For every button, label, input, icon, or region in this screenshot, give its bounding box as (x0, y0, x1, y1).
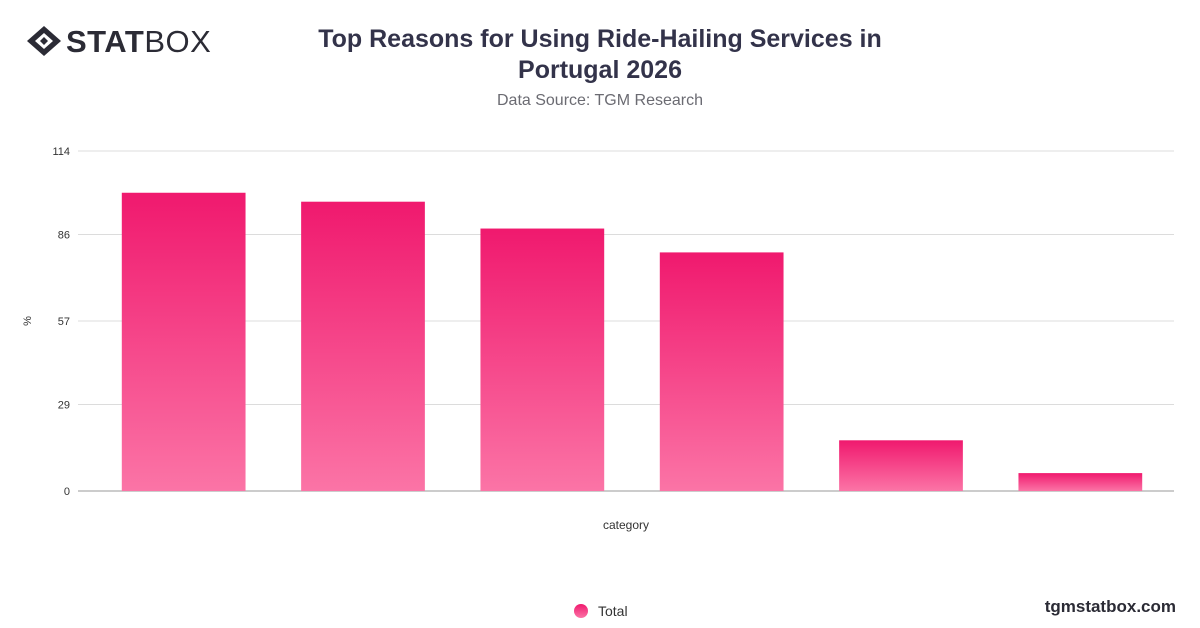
bar (480, 228, 605, 491)
chart-legend[interactable]: Total (574, 603, 628, 619)
legend-label: Total (598, 603, 628, 619)
chart-title: Top Reasons for Using Ride-Hailing Servi… (318, 25, 882, 84)
y-axis-label: % (22, 316, 34, 326)
chart-subtitle: Data Source: TGM Research (496, 92, 703, 109)
y-tick-label: 0 (64, 486, 70, 498)
bar (1018, 473, 1143, 491)
y-tick-label: 57 (58, 316, 70, 328)
bar (659, 252, 784, 491)
logo-text: STATBOX (66, 23, 212, 59)
legend-marker (574, 604, 588, 618)
statbox-logo-icon (27, 26, 61, 56)
statbox-logo: STATBOX (26, 24, 211, 58)
y-tick-label: 114 (52, 146, 70, 158)
bar (121, 192, 246, 491)
bar (839, 440, 963, 491)
y-tick-label: 86 (58, 230, 70, 242)
bar (301, 201, 425, 491)
y-tick-label: 29 (58, 400, 70, 412)
footer-url: tgmstatbox.com (1044, 597, 1176, 616)
x-axis-label: category (603, 518, 649, 532)
